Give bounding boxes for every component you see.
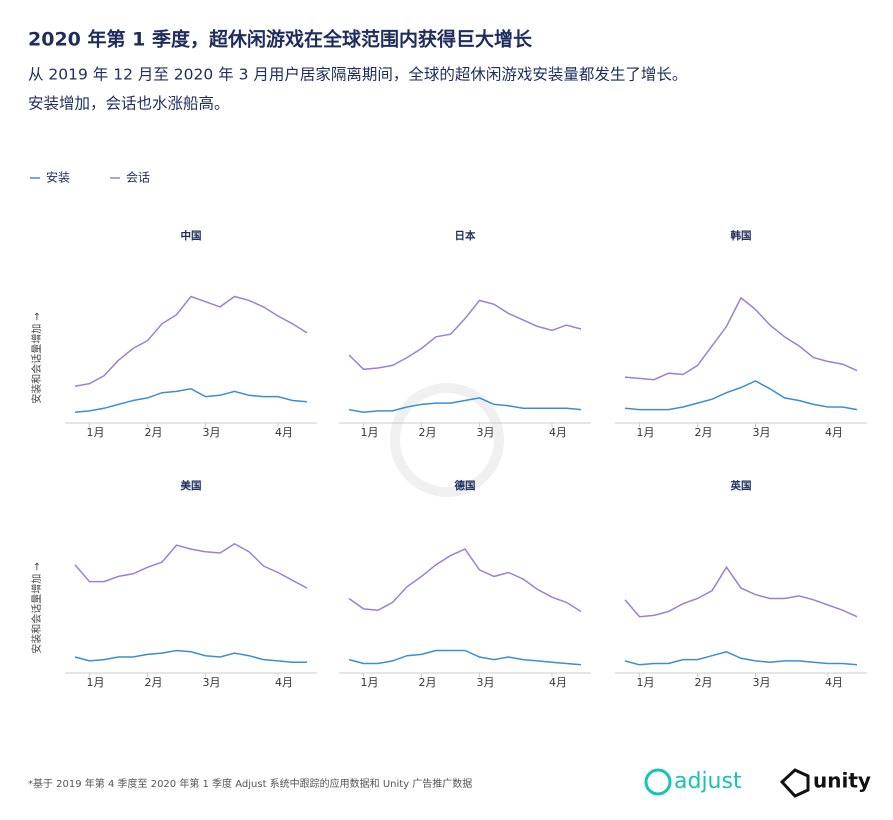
panel-title: 韩国 <box>731 229 752 242</box>
x-tick-label: 4月 <box>825 426 843 439</box>
x-tick-label: 1月 <box>87 676 105 689</box>
x-tick-label: 4月 <box>825 676 843 689</box>
x-tick-label: 1月 <box>361 426 379 439</box>
title: 2020 年第 1 季度，超休闲游戏在全球范围内获得巨大增长 <box>28 28 533 51</box>
line <box>624 565 858 618</box>
line <box>348 397 582 413</box>
panel-title: 美国 <box>181 479 202 492</box>
line <box>74 295 308 387</box>
watermark <box>390 383 504 497</box>
x-tick-label: 3月 <box>203 426 221 439</box>
y-axis-label: 安装和会话量增加 → <box>30 312 43 404</box>
x-tick-label: 2月 <box>145 676 163 689</box>
x-tick-label: 1月 <box>361 676 379 689</box>
legend-label: 会话 <box>126 171 150 185</box>
legend-label: 安装 <box>46 170 70 185</box>
footnote: *基于 2019 年第 4 季度至 2020 年第 1 季度 Adjust 系统… <box>28 777 472 790</box>
x-tick-label: 1月 <box>637 676 655 689</box>
adjust-icon <box>644 768 672 796</box>
y-axis-label: 安装和会话量增加 → <box>30 562 43 654</box>
panel-title: 日本 <box>455 229 476 242</box>
x-tick-label: 2月 <box>419 676 437 689</box>
x-tick-label: 4月 <box>275 676 293 689</box>
unity-icon <box>779 768 810 798</box>
x-tick-label: 3月 <box>753 676 771 689</box>
subtitle: 从 2019 年 12 月至 2020 年 3 月用户居家隔离期间，全球的超休闲… <box>28 66 687 84</box>
panel-title: 英国 <box>730 479 752 492</box>
x-tick-label: 3月 <box>477 676 495 689</box>
line <box>74 543 308 589</box>
x-tick-label: 1月 <box>87 426 105 439</box>
x-tick-label: 3月 <box>203 676 221 689</box>
x-tick-label: 2月 <box>145 426 163 439</box>
x-tick-label: 2月 <box>695 676 713 689</box>
line <box>624 380 858 411</box>
x-tick-label: 1月 <box>637 426 655 439</box>
line <box>348 548 582 613</box>
line <box>348 299 582 371</box>
x-tick-label: 4月 <box>549 676 567 689</box>
x-tick-label: 4月 <box>549 426 567 439</box>
unity-logo: unity <box>813 769 871 793</box>
x-tick-label: 3月 <box>753 426 771 439</box>
x-tick-label: 2月 <box>695 426 713 439</box>
line <box>74 388 308 413</box>
subtitle: 安装增加，会话也水涨船高。 <box>28 95 230 113</box>
line <box>74 649 307 663</box>
line <box>624 651 858 666</box>
line <box>624 296 858 381</box>
x-tick-label: 4月 <box>275 426 293 439</box>
x-tick-label: 2月 <box>419 426 437 439</box>
line <box>348 649 582 666</box>
adjust-logo: adjust <box>674 769 742 794</box>
panel-title: 中国 <box>181 229 202 242</box>
panel-title: 德国 <box>454 479 476 492</box>
x-tick-label: 3月 <box>477 426 495 439</box>
